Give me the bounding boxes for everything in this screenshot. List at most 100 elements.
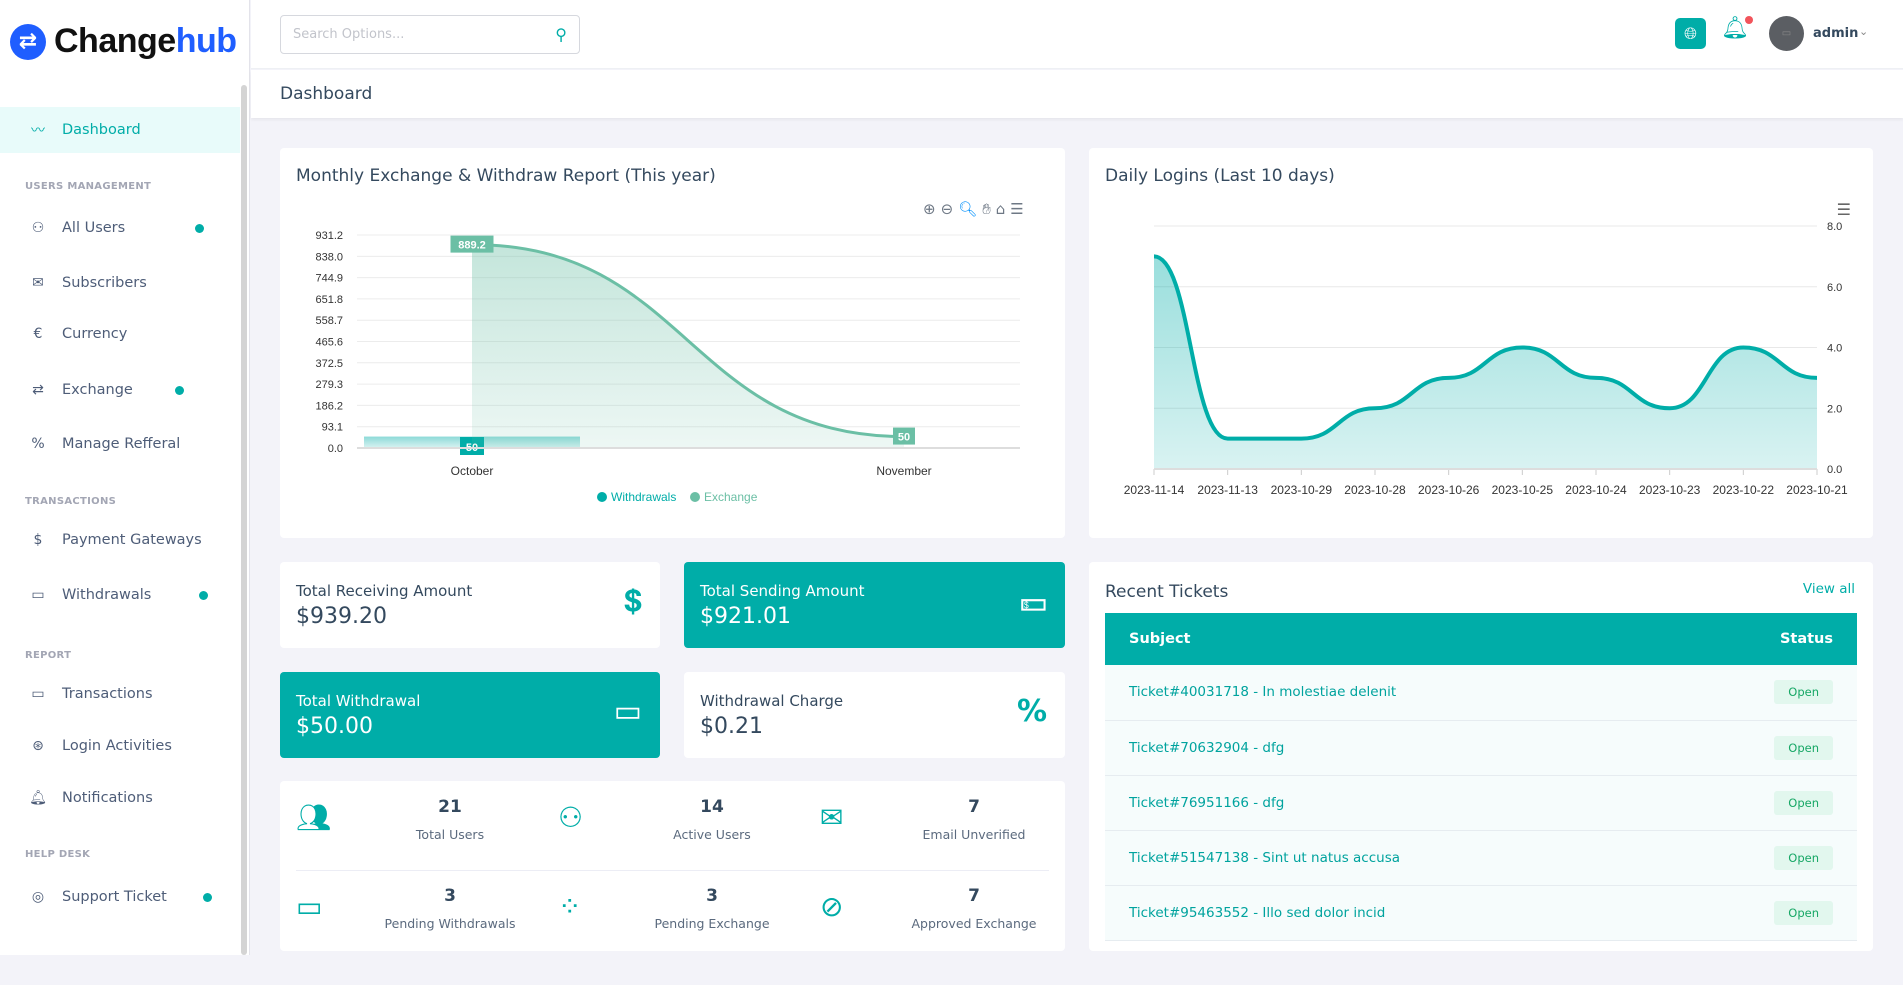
counter-value: 3 [444, 886, 456, 906]
search-box[interactable]: ⚲ [280, 15, 580, 54]
ticket-subject-link[interactable]: Ticket#76951166 - dfg [1105, 775, 1658, 831]
sidebar-item-manage-refferal[interactable]: % Manage Refferal [0, 422, 240, 466]
brand-name-accent: hub [175, 22, 237, 60]
euro-icon: € [33, 326, 43, 342]
notification-bell-icon[interactable]: 🔔︎ [1721, 16, 1749, 41]
section-users-management: USERS MANAGEMENT [25, 181, 152, 192]
table-row[interactable]: Ticket#40031718 - In molestiae delenit Op… [1105, 665, 1857, 721]
status-badge: Open [1774, 845, 1833, 870]
search-icon[interactable]: ⚲ [555, 25, 567, 44]
spinner-icon: ⁘ [558, 890, 582, 923]
page-title: Dashboard [280, 84, 373, 104]
daily-logins-card: Daily Logins (Last 10 days) ☰ [1089, 148, 1873, 538]
status-dot [195, 223, 204, 233]
sidebar-item-label: All Users [62, 220, 126, 236]
stat-value: $939.20 [296, 604, 387, 629]
sidebar-item-login-activities[interactable]: ⊛ Login Activities [0, 724, 240, 768]
sidebar-item-label: Currency [62, 326, 128, 342]
table-row[interactable]: Ticket#76951166 - dfg Open [1105, 775, 1857, 831]
ticket-subject-link[interactable]: Ticket#70632904 - dfg [1105, 720, 1658, 776]
stat-label: Total Withdrawal [296, 692, 421, 710]
total-sending-card: Total Sending Amount $921.01 💵︎ [684, 562, 1065, 648]
globe-icon: 🌐︎ [1684, 23, 1697, 43]
card-icon: ▭ [613, 694, 642, 729]
chart-title: Monthly Exchange & Withdraw Report (This… [296, 166, 716, 186]
sidebar-item-currency[interactable]: € Currency [0, 312, 240, 356]
total-withdrawal-card: Total Withdrawal $50.00 ▭ [280, 672, 660, 758]
sidebar-item-label: Manage Refferal [62, 436, 181, 452]
dollar-icon: $ [33, 532, 43, 548]
counter-approved-exchange: ⊘ 7 Approved Exchange [804, 870, 1066, 955]
sidebar-item-subscribers[interactable]: ✉ Subscribers [0, 261, 240, 305]
section-report: REPORT [25, 650, 72, 661]
users-group-icon: 👥︎ [296, 801, 332, 834]
status-cell: Open [1657, 720, 1857, 776]
sidebar-item-transactions[interactable]: ▭ Transactions [0, 672, 240, 716]
section-transactions: TRANSACTIONS [25, 496, 117, 507]
counter-pending-exchange: ⁘ 3 Pending Exchange [542, 870, 804, 955]
column-subject: Subject [1105, 613, 1658, 665]
view-all-link[interactable]: View all [1802, 581, 1855, 597]
stat-label: Withdrawal Charge [700, 692, 844, 710]
sidebar-item-all-users[interactable]: ⚇ All Users [0, 206, 240, 250]
search-input[interactable] [293, 27, 533, 42]
sidebar-item-withdrawals[interactable]: ▭ Withdrawals [0, 573, 240, 617]
sidebar-item-label: Support Ticket [62, 889, 167, 905]
pan-hand-icon[interactable]: ✋︎ [982, 200, 991, 218]
zoom-out-icon[interactable]: ⊖ [940, 200, 954, 218]
sidebar-item-support-ticket[interactable]: ◎ Support Ticket [0, 875, 240, 919]
sidebar-item-payment-gateways[interactable]: $ Payment Gateways [0, 518, 240, 562]
chart-menu-icon[interactable]: ☰ [1010, 200, 1024, 218]
status-cell: Open [1657, 775, 1857, 831]
user-icon: ⚇ [31, 220, 45, 236]
stat-value: $0.21 [700, 714, 763, 739]
page-header: Dashboard [251, 70, 1903, 118]
ticket-subject-link[interactable]: Ticket#95463552 - Illo sed dolor incid [1105, 885, 1658, 941]
sidebar-item-label: Exchange [62, 382, 133, 398]
total-receiving-card: Total Receiving Amount $939.20 💲︎ [280, 562, 660, 648]
zoom-in-icon[interactable]: ⊕ [923, 200, 936, 218]
ticket-subject-link[interactable]: Ticket#51547138 - Sint ut natus accusa [1105, 830, 1658, 886]
sidebar-scrollbar[interactable] [241, 85, 247, 955]
table-row[interactable]: Ticket#95463552 - Illo sed dolor incid Op… [1105, 885, 1857, 941]
selection-zoom-icon[interactable]: 🔍︎ [958, 200, 978, 218]
counter-value: 3 [706, 886, 718, 906]
chart-icon: 〰 [31, 123, 45, 139]
sidebar-item-label: Login Activities [62, 738, 172, 754]
sidebar-item-notifications[interactable]: 🔔︎ Notifications [0, 776, 240, 820]
stat-label: Total Sending Amount [700, 582, 865, 600]
topbar: ⚲ 🌐︎ 🔔︎ ▭ admin ⌄ [251, 0, 1903, 69]
status-badge: Open [1774, 680, 1833, 705]
table-row[interactable]: Ticket#51547138 - Sint ut natus accusa Op… [1105, 830, 1857, 886]
logo[interactable]: ⇄ Changehub [10, 22, 237, 61]
counter-label: Pending Withdrawals [384, 916, 516, 931]
status-badge: Open [1774, 790, 1833, 815]
counter-label: Email Unverified [922, 827, 1026, 842]
logo-exchange-icon: ⇄ [10, 23, 46, 60]
sidebar-item-label: Notifications [62, 790, 153, 806]
sidebar-item-label: Payment Gateways [62, 532, 202, 548]
bell-icon: 🔔︎ [29, 790, 47, 806]
chevron-down-icon[interactable]: ⌄ [1859, 25, 1869, 38]
chart-menu-icon[interactable]: ☰ [1836, 200, 1851, 219]
sidebar-item-exchange[interactable]: ⇄ Exchange [0, 368, 240, 412]
language-globe-button[interactable]: 🌐︎ [1675, 18, 1706, 49]
counter-value: 7 [968, 797, 980, 817]
counter-label: Active Users [673, 827, 751, 842]
tickets-title: Recent Tickets [1105, 582, 1229, 602]
table-header: Subject Status [1105, 613, 1857, 665]
exchange-icon: ⇄ [32, 382, 44, 398]
ban-icon: ⊘ [820, 890, 844, 923]
hand-dollar-icon: 💲︎ [624, 584, 642, 619]
table-row[interactable]: Ticket#70632904 - dfg Open [1105, 720, 1857, 776]
avatar[interactable]: ▭ [1769, 16, 1804, 51]
divider [296, 870, 1049, 871]
user-name[interactable]: admin [1813, 26, 1859, 41]
counter-value: 21 [438, 797, 462, 817]
reset-home-icon[interactable]: ⌂ [995, 200, 1006, 218]
percent-icon: % [1016, 694, 1047, 729]
ticket-subject-link[interactable]: Ticket#40031718 - In molestiae delenit [1105, 665, 1658, 721]
status-dot [199, 590, 208, 600]
card-icon: ▭ [31, 686, 45, 702]
sidebar-item-dashboard[interactable]: 〰 Dashboard [0, 107, 240, 153]
